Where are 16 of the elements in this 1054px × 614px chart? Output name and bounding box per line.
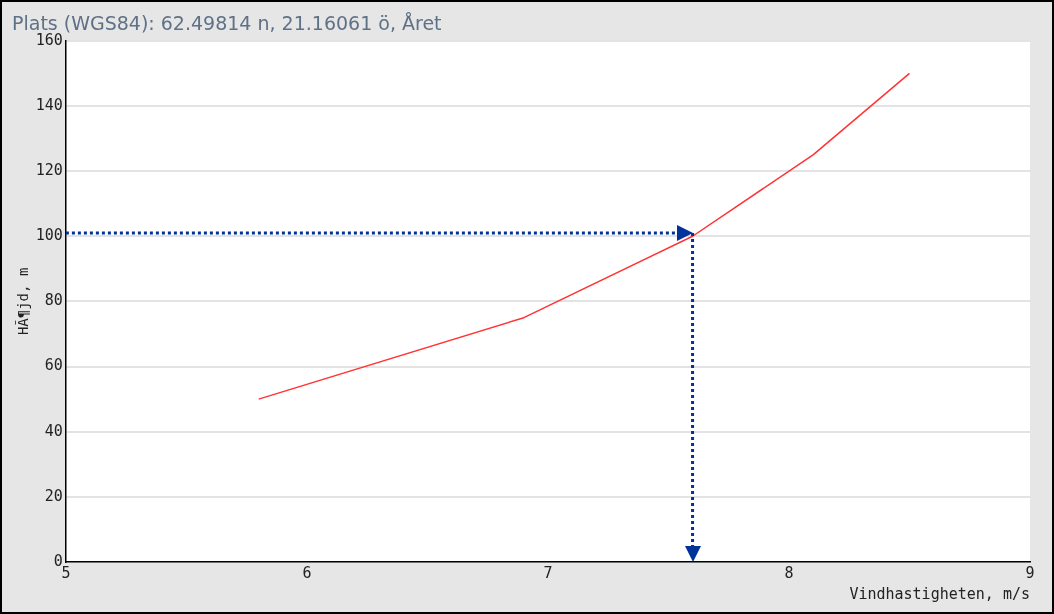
y-tick-label: 20	[44, 486, 63, 505]
y-tick-label: 40	[44, 421, 63, 440]
y-tick-label: 100	[35, 226, 63, 245]
x-tick-label: 6	[302, 563, 312, 582]
x-tick-label: 7	[543, 563, 553, 582]
y-tick-label: 160	[35, 30, 63, 49]
y-tick-label: 60	[44, 356, 63, 375]
x-axis-title: Vindhastigheten, m/s	[849, 584, 1030, 603]
x-tick-label: 9	[1025, 563, 1035, 582]
x-tick-label: 8	[784, 563, 794, 582]
y-tick-label: 140	[35, 95, 63, 114]
y-axis-title: HÃ¶jd, m	[15, 267, 32, 336]
y-tick-label: 80	[44, 291, 63, 310]
y-tick-label: 0	[53, 551, 63, 570]
x-tick-label: 5	[61, 563, 71, 582]
y-tick-label: 120	[35, 160, 63, 179]
